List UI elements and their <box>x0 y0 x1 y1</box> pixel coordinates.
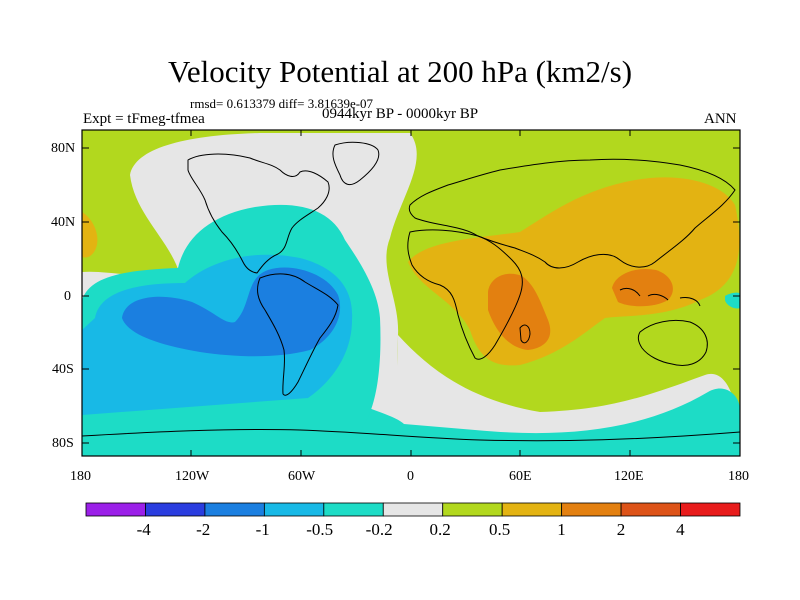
field-region-yellow-westedge <box>82 212 98 258</box>
field-region-cyan-south <box>82 388 740 456</box>
colorbar-swatch <box>680 502 741 517</box>
plot-title: Velocity Potential at 200 hPa (km2/s) <box>167 54 633 89</box>
y-tick-label-0: 0 <box>64 289 71 304</box>
coastline-greenland <box>332 141 380 186</box>
x-tick-label-0: 0 <box>407 469 414 484</box>
y-tick-label-40s: 40S <box>52 362 74 377</box>
colorbar-tick-label: 1 <box>557 520 566 539</box>
x-tick-label-120w: 120W <box>175 469 210 484</box>
colorbar-swatch <box>442 502 503 517</box>
colorbar-swatch <box>204 502 265 517</box>
colorbar-tick-label: 0.5 <box>488 520 511 539</box>
x-tick-label-120e: 120E <box>614 469 644 484</box>
colorbar-swatch <box>382 502 444 517</box>
colorbar-tick-label: -0.2 <box>365 520 393 539</box>
field-region-blue <box>122 267 341 357</box>
axis-ticks <box>82 130 740 456</box>
field-region-orange-maritime <box>612 268 673 307</box>
rmsd-diff-stats: rmsd= 0.613379 diff= 3.81639e-07 <box>190 96 374 111</box>
field-region-cyan-eastedge <box>725 292 740 309</box>
x-tick-label-60w: 60W <box>288 469 316 484</box>
colorbar <box>85 502 741 517</box>
colorbar-tick-label: -0.5 <box>306 520 334 539</box>
colorbar-swatch <box>145 502 206 517</box>
y-tick-label-80n: 80N <box>51 141 76 156</box>
experiment-label: Expt = tFmeg-tfmea <box>83 111 205 127</box>
field-region-yellow <box>408 177 740 366</box>
colorbar-tick-label: 4 <box>676 520 685 539</box>
coastline-africa <box>407 229 523 360</box>
coastline-madagascar <box>519 324 531 344</box>
colorbar-tick-label: -4 <box>136 520 151 539</box>
x-tick-label-180e: 180 <box>728 469 749 484</box>
colorbar-swatch <box>561 502 622 517</box>
coastline-australia <box>637 319 708 366</box>
x-tick-label-180w: 180 <box>70 469 91 484</box>
time-period-label: 0944kyr BP - 0000kyr BP <box>322 106 479 122</box>
colorbar-tick-label: -2 <box>196 520 211 539</box>
colorbar-tick-label: 0.2 <box>429 520 451 539</box>
coastline-north-america <box>187 153 330 274</box>
colorbar-swatch <box>85 502 146 517</box>
colorbar-swatch <box>501 502 563 517</box>
y-tick-label-40n: 40N <box>51 215 76 230</box>
coastlines <box>82 141 740 442</box>
contour-field <box>82 130 740 456</box>
x-tick-label-60e: 60E <box>509 469 532 484</box>
coastline-antarctica <box>82 428 740 442</box>
y-tick-label-80s: 80S <box>52 436 74 451</box>
coastline-south-america <box>257 273 339 396</box>
season-label: ANN <box>704 111 737 127</box>
coastline-eurasia <box>408 158 736 269</box>
colorbar-tick-label: -1 <box>255 520 270 539</box>
colorbar-swatch <box>263 502 325 517</box>
colorbar-swatch <box>620 502 681 517</box>
colorbar-tick-label: 2 <box>616 520 626 539</box>
colorbar-swatch <box>323 502 384 517</box>
coastline-maritime-continent <box>619 287 701 307</box>
